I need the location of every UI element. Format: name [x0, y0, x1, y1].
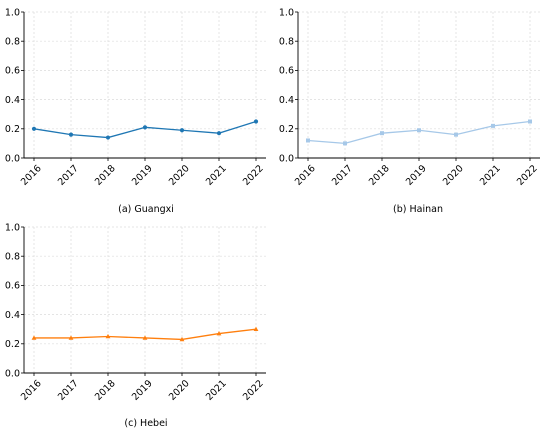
data-point [253, 326, 259, 331]
x-tick-label: 2019 [404, 163, 429, 188]
data-point [491, 123, 495, 128]
data-point [306, 138, 310, 143]
x-tick-label: 2020 [167, 163, 192, 188]
data-point [105, 333, 111, 339]
data-point [380, 131, 384, 136]
x-tick-label: 2017 [56, 163, 81, 188]
y-tick-label: 0.0 [5, 368, 20, 379]
x-tick-label: 2019 [130, 163, 155, 188]
x-tick-label: 2018 [367, 163, 392, 188]
chart-panel-2: 0.0 0.2 0.4 0.6 0.8 1.0 2016 2017 2018 2019 2020 20… [279, 7, 540, 215]
x-tick-label: 2022 [241, 378, 266, 403]
data-point [417, 128, 421, 133]
y-tick-label: 0.2 [279, 124, 294, 135]
x-tick-label: 2019 [130, 378, 155, 403]
panel-caption: (c) Hebei [124, 418, 167, 429]
y-tick-label: 1.0 [5, 7, 20, 18]
data-point [142, 125, 148, 130]
y-tick-label: 0.6 [5, 66, 20, 77]
data-point [105, 135, 111, 140]
x-tick-label: 2016 [293, 163, 318, 188]
y-tick-label: 0.6 [279, 66, 294, 77]
y-tick-label: 0.4 [5, 95, 20, 106]
data-point [142, 335, 148, 340]
x-tick-label: 2021 [204, 163, 229, 188]
data-point [31, 335, 37, 340]
y-tick-label: 0.4 [5, 310, 20, 321]
data-point [528, 119, 532, 124]
data-point [454, 132, 458, 137]
x-tick-label: 2022 [241, 163, 266, 188]
y-tick-label: 0.6 [5, 281, 20, 292]
y-tick-label: 0.2 [5, 124, 20, 135]
x-tick-label: 2017 [330, 163, 355, 188]
y-tick-label: 1.0 [5, 222, 20, 233]
y-tick-label: 0.4 [279, 95, 294, 106]
data-point [216, 330, 222, 336]
panel-caption: (a) Guangxi [118, 204, 174, 215]
panel-caption: (b) Hainan [393, 204, 443, 215]
data-point [31, 126, 37, 131]
y-tick-label: 0.0 [279, 153, 294, 164]
x-tick-label: 2022 [515, 163, 540, 188]
y-tick-label: 0.8 [279, 37, 294, 48]
x-tick-label: 2018 [93, 163, 118, 188]
data-point [253, 119, 259, 124]
y-tick-label: 0.0 [5, 153, 20, 164]
data-point [68, 335, 74, 340]
x-tick-label: 2020 [441, 163, 466, 188]
x-tick-label: 2020 [167, 378, 192, 403]
data-point [343, 141, 347, 146]
y-tick-label: 1.0 [279, 7, 294, 18]
y-tick-label: 0.2 [5, 339, 20, 350]
data-point [179, 128, 185, 133]
chart-panels: 0.0 0.2 0.4 0.6 0.8 1.0 2016 2017 2018 2019 2020 20… [5, 7, 540, 429]
data-point [179, 336, 185, 342]
chart-panel-1: 0.0 0.2 0.4 0.6 0.8 1.0 2016 2017 2018 2019 2020 20… [5, 7, 266, 215]
chart-panel-3: 0.0 0.2 0.4 0.6 0.8 1.0 2016 2017 2018 2019 2020 20… [5, 222, 266, 429]
x-tick-label: 2018 [93, 378, 118, 403]
x-tick-label: 2016 [19, 163, 44, 188]
x-tick-label: 2021 [478, 163, 503, 188]
x-tick-label: 2017 [56, 378, 81, 403]
y-tick-label: 0.8 [5, 37, 20, 48]
y-tick-label: 0.8 [5, 252, 20, 263]
x-tick-label: 2021 [204, 378, 229, 403]
x-tick-label: 2016 [19, 378, 44, 403]
data-point [216, 131, 222, 136]
data-point [68, 132, 74, 137]
